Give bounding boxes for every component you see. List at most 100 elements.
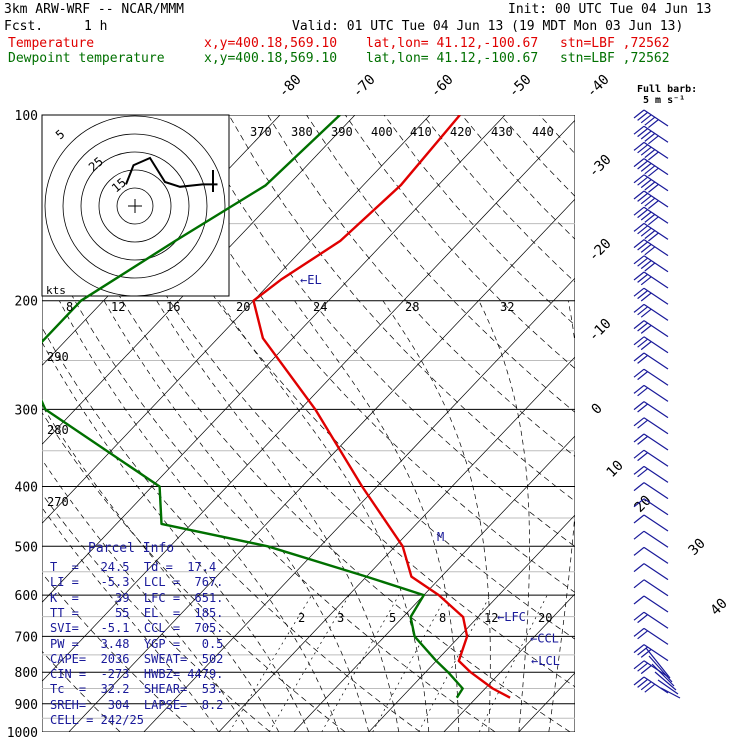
- init-time: Init: 00 UTC Tue 04 Jun 13: [508, 2, 712, 17]
- isotherm-label: 0: [589, 401, 606, 418]
- temperature-xy: x,y=400.18,569.10: [204, 36, 338, 51]
- speed-tick-label: 24: [313, 300, 327, 314]
- parcel-info-row: Tc = 32.2 SHEAR= 53.: [50, 682, 224, 697]
- forecast-label: Fcst.: [4, 19, 44, 34]
- dry-adiabat: [42, 493, 271, 732]
- theta-label: 370: [250, 125, 272, 139]
- isotherm-line: [594, 115, 740, 732]
- wind-barb: [633, 109, 669, 129]
- moist-adiabat: [42, 341, 310, 732]
- wind-barb: [633, 239, 669, 257]
- isotherm-label: -70: [350, 72, 379, 101]
- wind-barb: [633, 222, 669, 242]
- isotherm-line: [42, 115, 431, 524]
- moist-adiabat: [156, 300, 400, 732]
- dry-adiabat: [306, 115, 575, 413]
- mixing-ratio-label: 12: [484, 611, 498, 625]
- dry-adiabat: [617, 115, 740, 732]
- moist-adiabat: [478, 300, 530, 732]
- isotherm-line: [218, 356, 575, 732]
- speed-tick-label: 12: [111, 300, 125, 314]
- forecast-hour: 1 h: [84, 19, 108, 34]
- temperature-legend: Temperature: [8, 36, 95, 51]
- valid-time: Valid: 01 UTC Tue 04 Jun 13 (19 MDT Mon …: [292, 19, 684, 34]
- dry-adiabat: [112, 115, 575, 640]
- mixing-ratio-label: 2: [298, 611, 305, 625]
- speed-tick-label: 16: [166, 300, 180, 314]
- mixing-ratio-line: [229, 594, 312, 732]
- pressure-label: 200: [15, 295, 38, 310]
- isotherm-label: 30: [686, 536, 709, 559]
- level-m-label: M: [437, 530, 444, 544]
- wind-barb: [633, 433, 669, 451]
- theta-label: 290: [47, 350, 69, 364]
- mixing-ratio-line: [478, 594, 548, 732]
- pressure-label: 500: [15, 540, 38, 555]
- pressure-label: 300: [15, 403, 38, 418]
- wind-barb: [633, 611, 669, 629]
- pressure-label: 600: [15, 589, 38, 604]
- moist-adiabat: [103, 300, 370, 732]
- isotherm-label: -20: [586, 236, 615, 265]
- wind-barb: [633, 563, 669, 581]
- wind-barb: [633, 449, 669, 467]
- parcel-info-row: TT = 55 EL = 185.: [50, 605, 224, 620]
- wind-barb: [633, 190, 669, 210]
- isotherm-line: [143, 277, 575, 732]
- wind-barb: [633, 401, 669, 419]
- wind-barb: [633, 530, 669, 548]
- barb-legend-title: Full barb:: [637, 84, 698, 95]
- temperature-line: [252, 115, 511, 699]
- wind-barb: [633, 627, 669, 645]
- barb-legend-units: 5 m s⁻¹: [643, 95, 686, 106]
- wind-barb: [633, 320, 669, 338]
- dry-adiabat: [228, 115, 575, 502]
- wind-barb: [633, 336, 669, 354]
- hodograph-ring: [80, 151, 190, 261]
- moist-adiabat: [579, 301, 643, 732]
- speed-tick-label: 28: [405, 300, 419, 314]
- mixing-ratio-label: 20: [538, 611, 552, 625]
- parcel-info-row: SREH= 304 LAPSE= 8.2: [50, 697, 224, 712]
- moist-adiabat: [382, 300, 491, 732]
- wind-barb: [633, 498, 669, 516]
- isotherm-label: -50: [506, 72, 535, 101]
- isotherm-line: [42, 115, 356, 445]
- wind-barb: [633, 352, 669, 370]
- wind-barb: [633, 514, 669, 532]
- dry-adiabat: [267, 115, 575, 457]
- dry-adiabat: [734, 115, 740, 732]
- moist-adiabat: [58, 300, 340, 732]
- hodograph-ring: [98, 169, 172, 243]
- wind-barb: [633, 644, 669, 662]
- parcel-info-row: LI = -5.3 LCL = 767.: [50, 575, 224, 590]
- temperature-station: stn=LBF ,72562: [560, 36, 670, 51]
- dewpoint-station: stn=LBF ,72562: [560, 51, 670, 66]
- parcel-info-row: CELL = 242/25: [50, 713, 144, 727]
- dewpoint-legend: Dewpoint temperature: [8, 51, 165, 66]
- wind-barb: [633, 384, 669, 402]
- moist-adiabat: [219, 300, 430, 732]
- moist-adiabat: [548, 300, 575, 732]
- wind-barb: [633, 482, 669, 500]
- pressure-label: 700: [15, 630, 38, 645]
- mixing-ratio-line: [321, 594, 400, 732]
- speed-tick-label: 20: [236, 300, 250, 314]
- wind-barb: [633, 287, 669, 305]
- speed-tick-label: 8: [66, 300, 73, 314]
- dry-adiabat: [422, 115, 575, 283]
- wind-barb: [633, 368, 669, 386]
- isotherm-label: -40: [584, 72, 613, 101]
- wind-barb: [633, 174, 669, 193]
- pressure-label: 100: [15, 109, 38, 124]
- dry-adiabat: [383, 115, 575, 326]
- wind-barb: [633, 595, 669, 613]
- isotherm-line: [42, 115, 506, 603]
- theta-label: 270: [47, 495, 69, 509]
- dewpoint-line: [42, 115, 464, 699]
- wind-barb: [633, 676, 669, 694]
- isotherm-line: [293, 435, 575, 732]
- isotherm-line: [443, 593, 575, 732]
- pressure-label: 800: [15, 666, 38, 681]
- temperature-latlon: lat,lon= 41.12,-100.67: [366, 36, 539, 51]
